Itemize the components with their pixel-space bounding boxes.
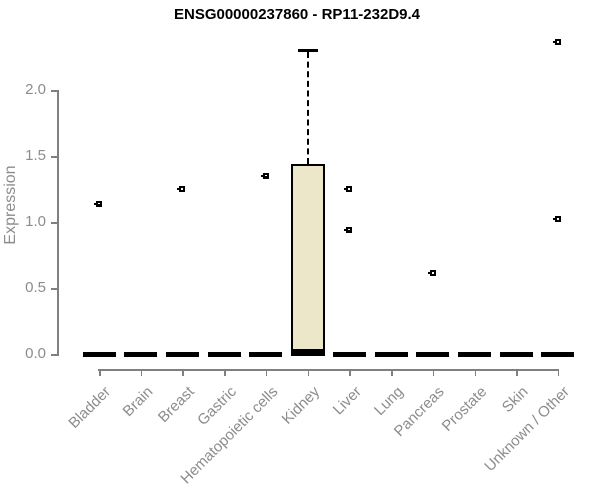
- x-tick: [307, 369, 310, 376]
- x-tick: [224, 369, 226, 376]
- outlier-marker: [177, 186, 186, 192]
- y-axis-label: Expression: [2, 165, 19, 245]
- x-tick: [557, 369, 560, 376]
- y-tick: [51, 156, 58, 158]
- x-axis-line: [98, 369, 559, 371]
- x-tick: [265, 369, 268, 376]
- zero-median-dash: [82, 351, 116, 357]
- outlier-marker: [260, 172, 269, 179]
- y-tick-label: 0.5: [25, 279, 46, 296]
- zero-median-dash: [207, 351, 241, 357]
- whisker-cap: [297, 49, 318, 52]
- zero-median-dash: [124, 351, 158, 357]
- zero-median-dash: [249, 351, 283, 357]
- outlier-marker: [552, 216, 561, 223]
- outlier-marker: [427, 270, 436, 277]
- x-tick: [516, 369, 518, 376]
- x-category-label: Bladder: [65, 383, 115, 432]
- y-tick: [51, 288, 58, 290]
- outlier-marker: [344, 186, 353, 192]
- chart-title: ENSG00000237860 - RP11-232D9.4: [173, 6, 421, 23]
- x-tick: [474, 369, 477, 376]
- x-tick: [99, 369, 101, 376]
- x-tick: [432, 369, 435, 376]
- y-tick-label: 1.5: [25, 147, 46, 164]
- y-tick: [51, 354, 58, 356]
- outlier-marker: [94, 200, 102, 207]
- y-tick: [51, 90, 58, 92]
- x-category-label: Kidney: [278, 383, 323, 428]
- x-category-label: Liver: [329, 383, 365, 419]
- zero-median-dash: [416, 351, 450, 357]
- x-category-label: Lung: [370, 383, 407, 419]
- x-tick: [140, 369, 143, 376]
- zero-median-dash: [165, 351, 199, 357]
- zero-median-dash: [458, 351, 492, 357]
- zero-median-dash: [541, 351, 575, 357]
- x-tick: [182, 369, 184, 376]
- x-category-label: Brain: [119, 383, 157, 421]
- x-tick: [349, 369, 351, 376]
- x-category-label: Skin: [498, 383, 532, 416]
- y-tick-label: 1.0: [25, 213, 46, 230]
- x-category-label: Breast: [155, 383, 198, 426]
- x-tick: [391, 369, 393, 376]
- y-tick-label: 0.0: [25, 345, 46, 362]
- box: [290, 164, 325, 356]
- box-median: [290, 348, 325, 354]
- outlier-marker: [344, 226, 353, 233]
- zero-median-dash: [499, 351, 533, 357]
- upper-whisker: [306, 52, 309, 165]
- zero-median-dash: [374, 351, 408, 357]
- outlier-marker: [552, 39, 561, 46]
- y-tick: [51, 222, 58, 224]
- zero-median-dash: [332, 351, 366, 357]
- x-category-label: Prostate: [438, 383, 490, 435]
- y-tick-label: 2.0: [25, 81, 46, 98]
